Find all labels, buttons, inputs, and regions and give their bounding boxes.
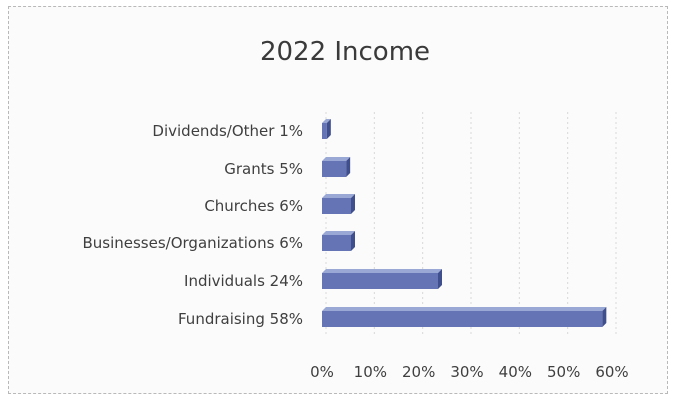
gridlines [325, 112, 617, 336]
bar-front-face [322, 198, 351, 214]
bar [322, 231, 355, 251]
bar [322, 269, 442, 289]
category-label: Businesses/Organizations 6% [82, 234, 303, 252]
bar-side-face [346, 157, 351, 177]
bar [322, 194, 355, 214]
bar-top-face [322, 269, 442, 273]
category-label: Individuals 24% [184, 272, 303, 290]
bar-front-face [322, 235, 351, 251]
chart-title: 2022 Income [260, 37, 430, 67]
category-label: Churches 6% [204, 197, 303, 215]
bar [322, 307, 607, 327]
category-label: Grants 5% [224, 160, 303, 178]
category-label: Dividends/Other 1% [152, 122, 303, 140]
x-axis-ticks: 0% 10% 20% 30% 40% 50% 60% [310, 363, 629, 381]
bar-top-face [322, 157, 351, 161]
x-tick-label: 0% [310, 363, 334, 381]
category-labels: Dividends/Other 1% Grants 5% Churches 6% Bu… [82, 122, 303, 328]
bar-side-face [602, 307, 607, 327]
x-tick-label: 30% [450, 363, 483, 381]
bar-top-face [322, 194, 355, 198]
bar-side-face [326, 119, 331, 139]
bar-top-face [322, 231, 355, 235]
x-tick-label: 60% [595, 363, 628, 381]
bar-side-face [351, 231, 355, 251]
category-label: Fundraising 58% [178, 310, 303, 328]
bar-side-face [351, 194, 355, 214]
bar-front-face [322, 273, 438, 289]
x-tick-label: 50% [547, 363, 580, 381]
bar-side-face [438, 269, 442, 289]
bar-front-face [322, 311, 603, 327]
bar [322, 119, 331, 139]
bar [322, 157, 351, 177]
x-tick-label: 10% [354, 363, 387, 381]
bar-front-face [322, 123, 327, 139]
bars [322, 119, 607, 327]
x-tick-label: 20% [402, 363, 435, 381]
x-tick-label: 40% [499, 363, 532, 381]
bar-front-face [322, 161, 347, 177]
bar-top-face [322, 307, 607, 311]
bar-top-face [322, 119, 331, 123]
